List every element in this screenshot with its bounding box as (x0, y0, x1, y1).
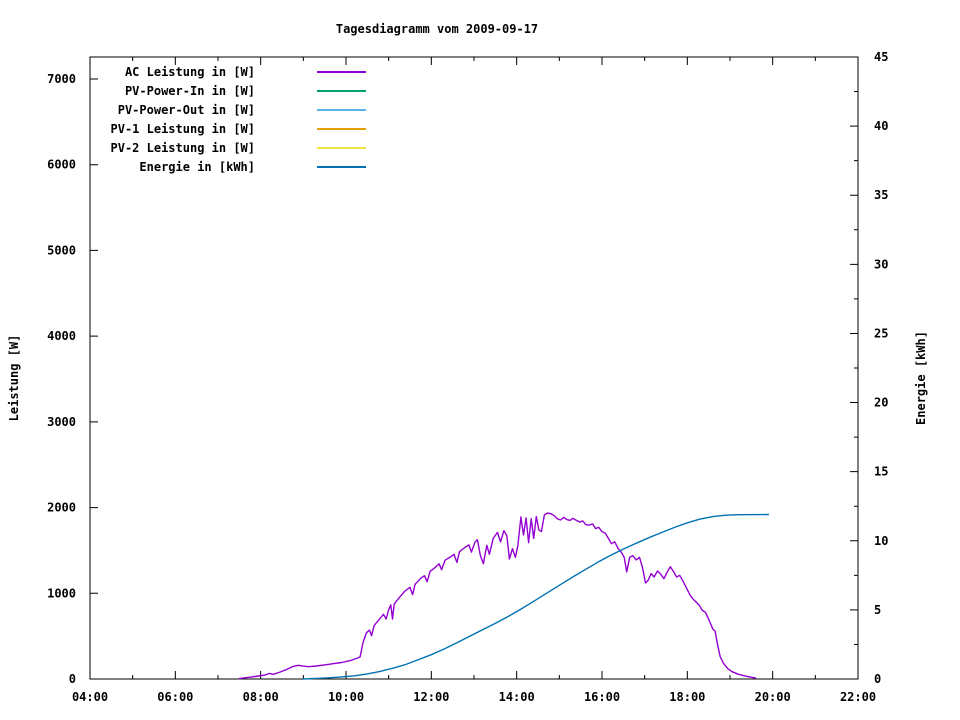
y2-tick-label: 5 (874, 603, 881, 617)
x-tick-label: 06:00 (157, 690, 193, 704)
x-tick-label: 10:00 (328, 690, 364, 704)
chart-title: Tagesdiagramm vom 2009-09-17 (335, 22, 539, 36)
y1-tick-label: 2000 (47, 501, 76, 515)
y2-tick-label: 15 (874, 465, 888, 479)
y2-tick-label: 45 (874, 50, 888, 64)
legend-label: PV-2 Leistung in [W] (111, 141, 256, 155)
legend-label: PV-Power-Out in [W] (118, 103, 255, 117)
series-line-energie-in-kwh (302, 513, 770, 680)
y2-tick-label: 0 (874, 672, 881, 686)
y2-tick-label: 40 (874, 119, 888, 133)
y1-tick-label: 0 (69, 672, 76, 686)
y1-tick-label: 7000 (47, 72, 76, 86)
legend-label: AC Leistung in [W] (125, 65, 255, 79)
axis-ticks (89, 56, 859, 680)
y2-tick-label: 20 (874, 396, 888, 410)
y2-tick-label: 10 (874, 534, 888, 548)
x-tick-label: 14:00 (499, 690, 535, 704)
x-tick-label: 04:00 (72, 690, 108, 704)
legend-label: Energie in [kWh] (139, 160, 255, 174)
y1-tick-label: 3000 (47, 415, 76, 429)
legend-label: PV-Power-In in [W] (125, 84, 255, 98)
y1-tick-label: 4000 (47, 329, 76, 343)
x-tick-label: 22:00 (840, 690, 876, 704)
y1-tick-label: 1000 (47, 586, 76, 600)
y2-tick-label: 35 (874, 188, 888, 202)
legend-label: PV-1 Leistung in [W] (111, 122, 256, 136)
y2-tick-label: 25 (874, 326, 888, 340)
x-tick-label: 08:00 (243, 690, 279, 704)
x-tick-label: 12:00 (413, 690, 449, 704)
x-tick-label: 20:00 (755, 690, 791, 704)
x-tick-label: 18:00 (669, 690, 705, 704)
y2-tick-label: 30 (874, 257, 888, 271)
y1-tick-label: 6000 (47, 158, 76, 172)
x-tick-label: 16:00 (584, 690, 620, 704)
series-line-ac-leistung-in-w (238, 512, 757, 680)
y1-tick-label: 5000 (47, 243, 76, 257)
